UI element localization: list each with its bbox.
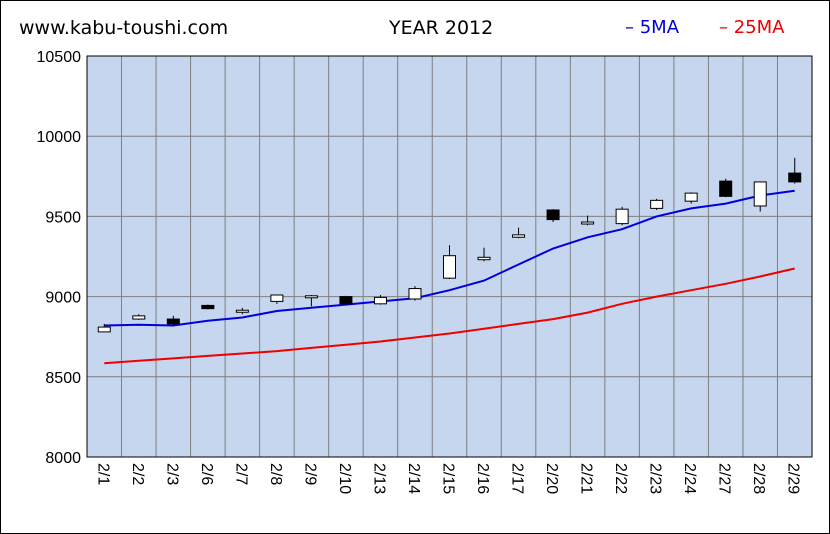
candle-body	[512, 234, 526, 238]
y-tick-label: 9000	[45, 290, 81, 307]
candle-body	[477, 256, 491, 261]
candle-body	[270, 294, 284, 302]
y-tick-label: 10500	[37, 49, 82, 66]
x-tick-label: 2/10	[336, 463, 353, 494]
x-tick-label: 2/1	[94, 463, 111, 485]
x-tick-label: 2/21	[578, 463, 595, 494]
x-tick-label: 2/28	[750, 463, 767, 494]
candle-body	[615, 208, 629, 225]
candle-body	[443, 255, 456, 279]
candle-body	[684, 192, 698, 202]
legend-25ma-label: 25MA	[733, 17, 785, 38]
x-tick-label: 2/16	[474, 463, 491, 494]
candle-body	[201, 304, 215, 310]
legend-5ma-label: 5MA	[639, 17, 680, 38]
candle-body	[339, 296, 353, 305]
candle-body	[408, 288, 422, 300]
x-tick-label: 2/23	[647, 463, 664, 494]
candle-body	[235, 309, 249, 313]
y-tick-label: 8500	[45, 370, 81, 387]
legend-5ma: – 5MA	[625, 17, 680, 38]
candle-body	[753, 181, 767, 207]
chart-title: YEAR 2012	[389, 17, 494, 39]
x-tick-label: 2/27	[716, 463, 733, 494]
x-tick-label: 2/2	[129, 463, 146, 485]
candle-body	[97, 326, 111, 333]
y-tick-label: 8000	[45, 450, 81, 467]
plot-border	[86, 55, 813, 458]
candle-body	[304, 295, 318, 299]
y-tick-label: 10000	[37, 129, 82, 146]
x-tick-label: 2/6	[198, 463, 215, 485]
series-line-25ma	[104, 267, 795, 365]
y-tick-label: 9500	[45, 209, 81, 226]
candle-body	[132, 315, 146, 320]
x-tick-label: 2/9	[301, 463, 318, 485]
x-tick-label: 2/22	[612, 463, 629, 494]
candle-body	[373, 296, 387, 305]
x-tick-label: 2/14	[405, 463, 422, 494]
x-tick-label: 2/7	[232, 463, 249, 485]
legend-25ma: – 25MA	[719, 17, 785, 38]
x-tick-label: 2/13	[370, 463, 387, 494]
candle-body	[719, 180, 733, 197]
x-tick-label: 2/8	[267, 463, 284, 485]
candle-body	[166, 318, 180, 325]
candle-body	[546, 209, 560, 221]
site-url: www.kabu-toushi.com	[19, 17, 229, 39]
x-tick-label: 2/29	[785, 463, 802, 494]
x-tick-label: 2/17	[509, 463, 526, 494]
series-line-5ma	[104, 189, 795, 327]
candle-body	[650, 199, 664, 209]
x-tick-label: 2/20	[543, 463, 560, 494]
candle-body	[581, 221, 595, 225]
candle-body	[788, 172, 802, 183]
x-tick-label: 2/15	[440, 463, 457, 494]
x-tick-label: 2/3	[163, 463, 180, 485]
x-tick-label: 2/24	[681, 463, 698, 494]
